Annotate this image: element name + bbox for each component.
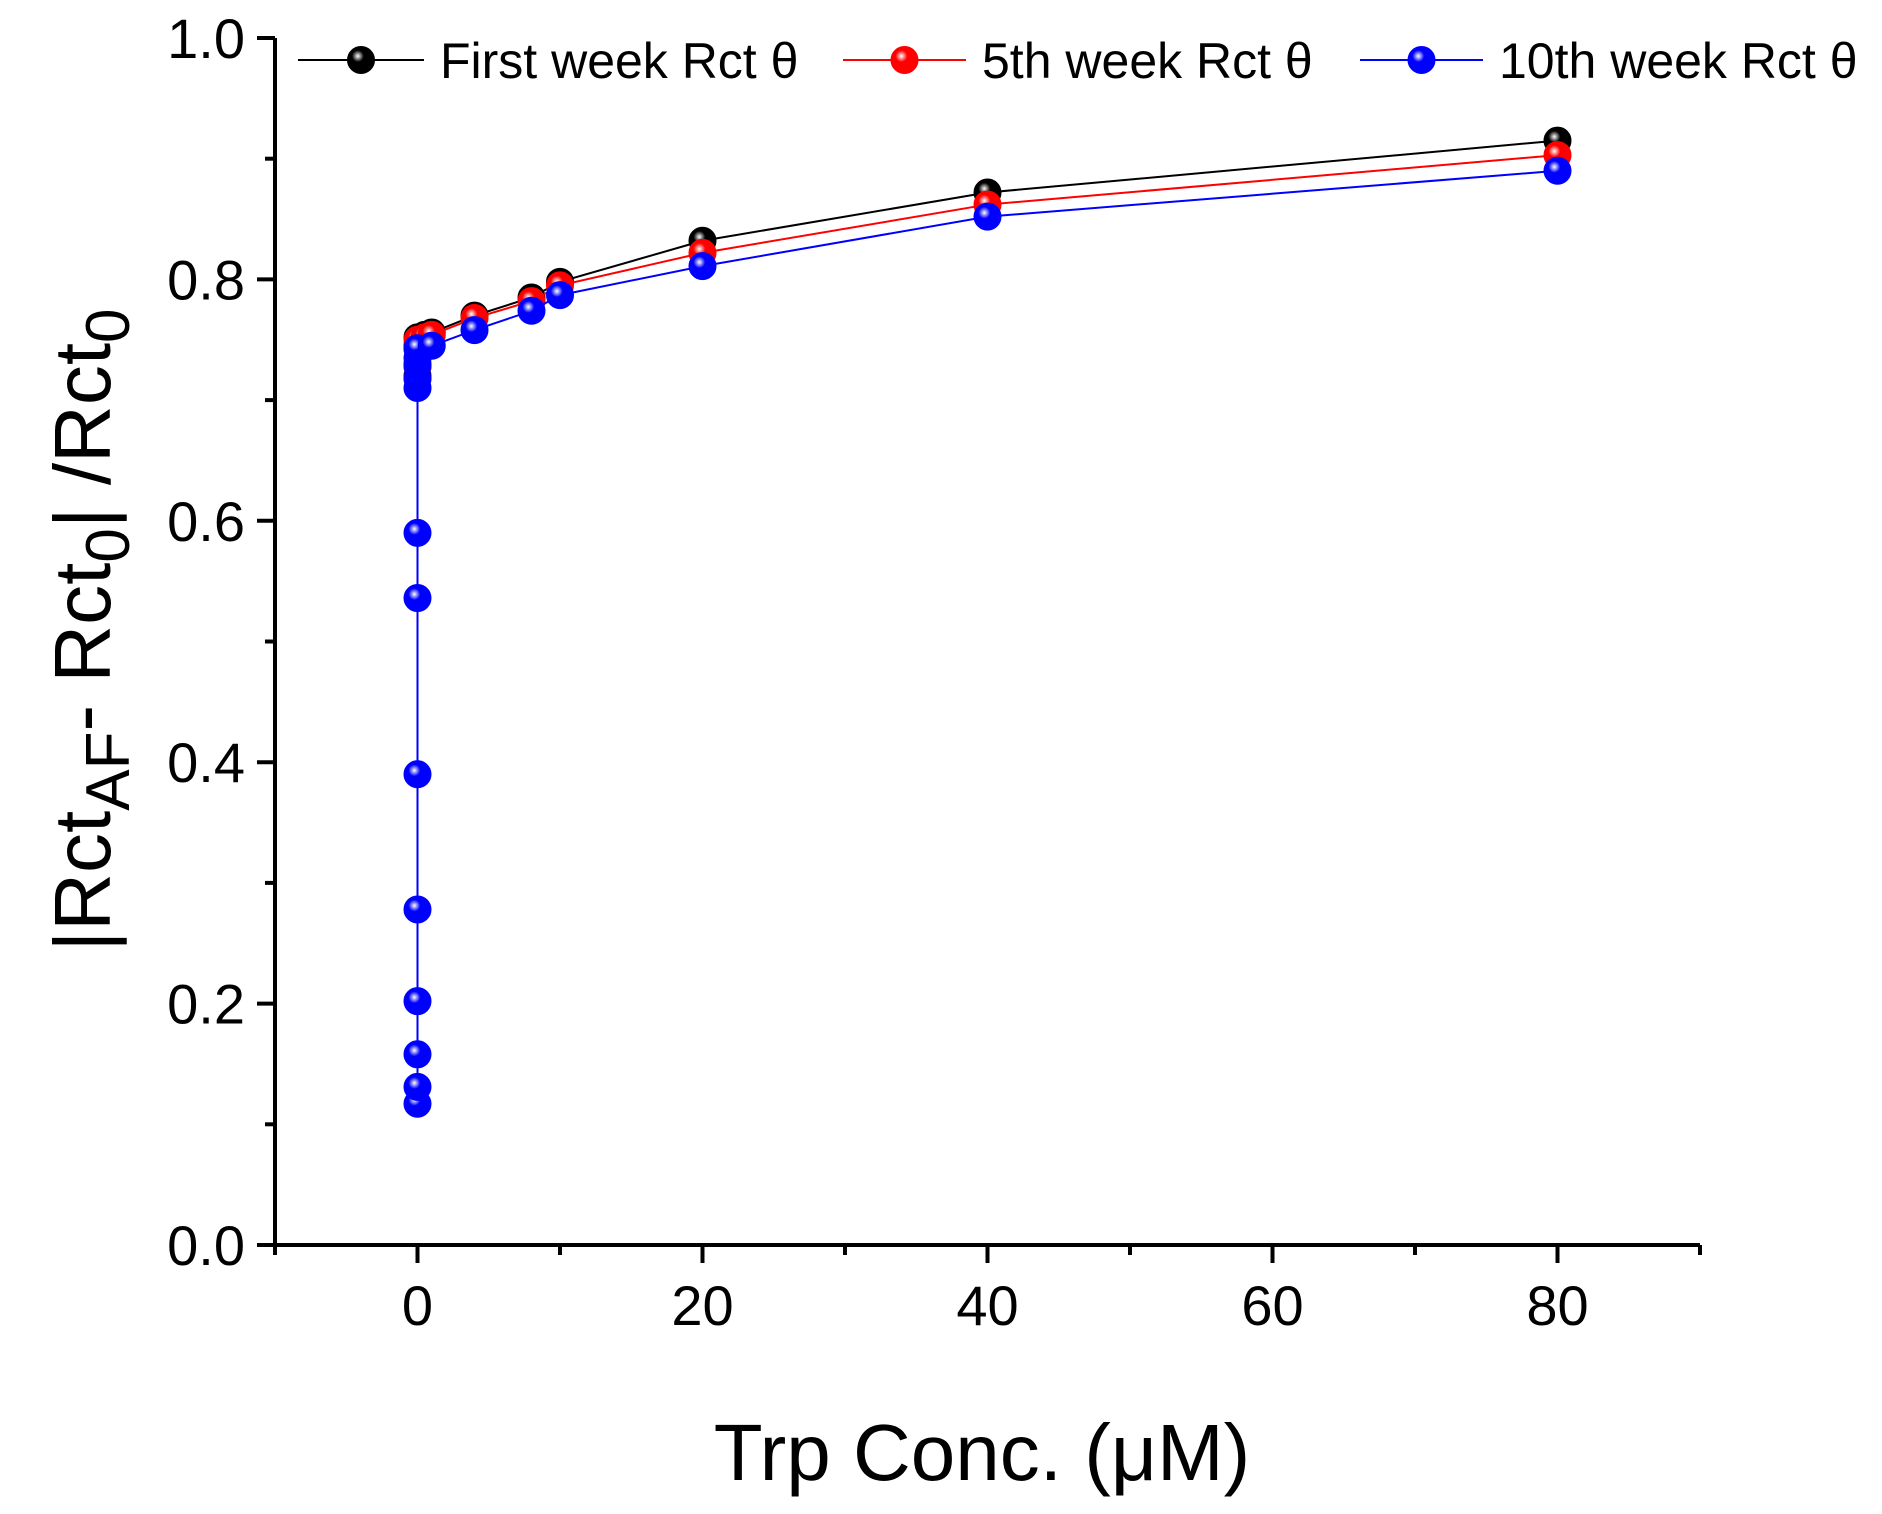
data-point (403, 518, 432, 547)
legend-entry: 5th week Rct θ (843, 33, 1313, 89)
y-tick-label: 0.2 (167, 973, 245, 1036)
data-point (546, 281, 574, 310)
series-1 (403, 126, 1572, 390)
y-title-part: | /Rct (38, 343, 127, 528)
x-tick-label: 20 (671, 1274, 733, 1337)
x-tick-label: 60 (1241, 1274, 1303, 1337)
data-point (517, 296, 546, 325)
y-title-subscript: 0 (74, 528, 143, 562)
x-tick-label: 40 (956, 1274, 1018, 1337)
legend-marker (1407, 46, 1436, 74)
y-title-subscript: 0 (74, 308, 143, 342)
y-title-part: |Rct (38, 811, 127, 952)
ticks: 0.0 0.2 0.4 0.6 0.8 1.0 0 20 40 60 80 (167, 7, 1702, 1337)
y-axis-title: |RctAF- Rct0| /Rct0 (38, 308, 143, 951)
x-tick-label: 0 (402, 1274, 433, 1337)
data-point (403, 760, 432, 789)
y-title-part: - Rct (38, 563, 127, 732)
data-point (403, 987, 432, 1016)
series-line (416, 169, 1558, 1104)
data-point (403, 584, 432, 613)
data-point (688, 252, 717, 281)
legend-label: First week Rct θ (440, 33, 798, 89)
series-line (416, 139, 1558, 376)
legend-entry: First week Rct θ (298, 33, 798, 89)
data-point (417, 331, 446, 360)
legend: First week Rct θ 5th week Rct θ 10th week … (298, 33, 1858, 89)
y-tick-label: 1.0 (167, 7, 245, 70)
legend-marker (890, 46, 919, 74)
legend-label: 10th week Rct θ (1499, 33, 1858, 89)
legend-entry: 10th week Rct θ (1360, 33, 1858, 89)
data-point (403, 1072, 432, 1101)
x-axis-title: Trp Conc. (μM) (714, 1408, 1250, 1497)
y-tick-label: 0.4 (167, 731, 245, 794)
y-tick-label: 0.6 (167, 490, 245, 553)
data-point (403, 895, 432, 924)
series-3 (403, 156, 1572, 1118)
data-point (460, 316, 489, 345)
series-group (403, 126, 1572, 1118)
y-tick-label: 0.0 (167, 1214, 245, 1277)
legend-label: 5th week Rct θ (982, 33, 1313, 89)
legend-marker (347, 46, 375, 74)
y-title-subscript: AF (74, 732, 143, 811)
data-point (403, 1040, 432, 1069)
x-tick-label: 80 (1526, 1274, 1588, 1337)
data-point (973, 202, 1002, 231)
data-point (1543, 156, 1572, 185)
y-tick-label: 0.8 (167, 248, 245, 311)
